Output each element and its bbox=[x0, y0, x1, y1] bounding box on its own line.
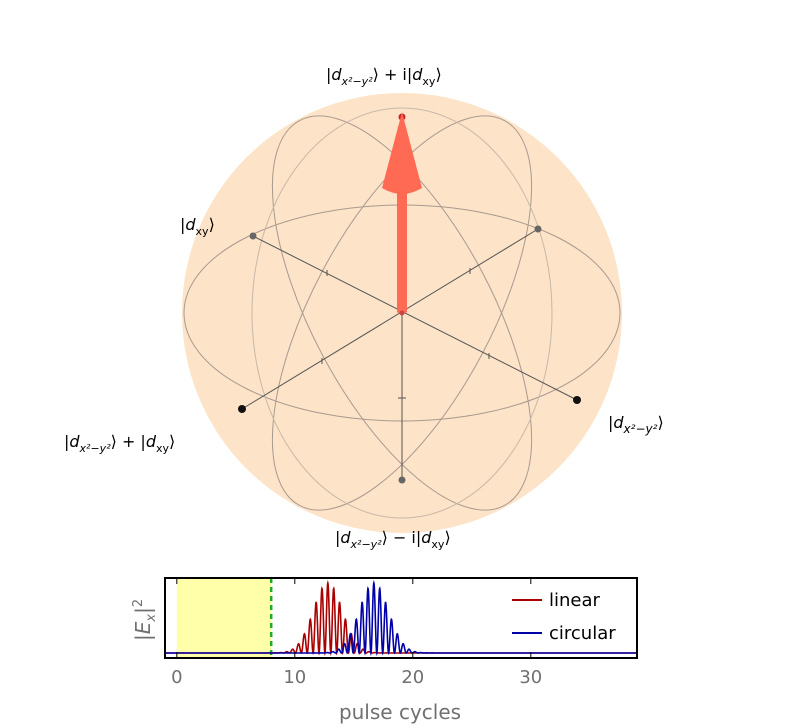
x-axis-label: pulse cycles bbox=[339, 700, 461, 724]
label-top: |dx²−y²⟩ + i|dxy⟩ bbox=[326, 65, 442, 88]
legend-label-linear: linear bbox=[549, 590, 601, 611]
y-axis-label: |Ex|2 bbox=[131, 599, 159, 641]
shaded-region bbox=[176, 579, 272, 657]
state-vector-arrow bbox=[382, 112, 422, 313]
point-front-left bbox=[238, 405, 246, 413]
x-axis bbox=[252, 235, 578, 401]
label-bottom: |dx²−y²⟩ − i|dxy⟩ bbox=[335, 528, 451, 551]
x-ticks: 0 10 20 30 bbox=[171, 578, 542, 688]
x-tick-label: 10 bbox=[283, 667, 306, 688]
x-tick-label: 30 bbox=[519, 667, 542, 688]
y-axis bbox=[241, 228, 539, 410]
meridian-circle-c bbox=[251, 107, 553, 519]
plot-frame bbox=[164, 577, 638, 659]
label-front-left: |dx²−y²⟩ + |dxy⟩ bbox=[64, 432, 175, 455]
point-front-right bbox=[573, 396, 581, 404]
label-front-right: |dx²−y²⟩ bbox=[608, 413, 664, 436]
point-back-left bbox=[249, 232, 257, 240]
x-tick-label: 20 bbox=[401, 667, 424, 688]
legend-label-circular: circular bbox=[549, 623, 616, 644]
bloch-sphere bbox=[182, 93, 622, 533]
label-back-left: |dxy⟩ bbox=[180, 215, 215, 238]
point-back-right bbox=[534, 225, 542, 233]
x-tick-label: 0 bbox=[171, 667, 182, 688]
sphere-center bbox=[399, 310, 405, 316]
series-circular bbox=[165, 579, 637, 657]
legend: linear circular bbox=[512, 590, 616, 644]
point-bottom bbox=[398, 476, 406, 484]
pulse-chart: 0 10 20 30 linear circular pulse cycles |Ex|… bbox=[131, 577, 638, 724]
meridian-circle-a bbox=[271, 115, 533, 511]
